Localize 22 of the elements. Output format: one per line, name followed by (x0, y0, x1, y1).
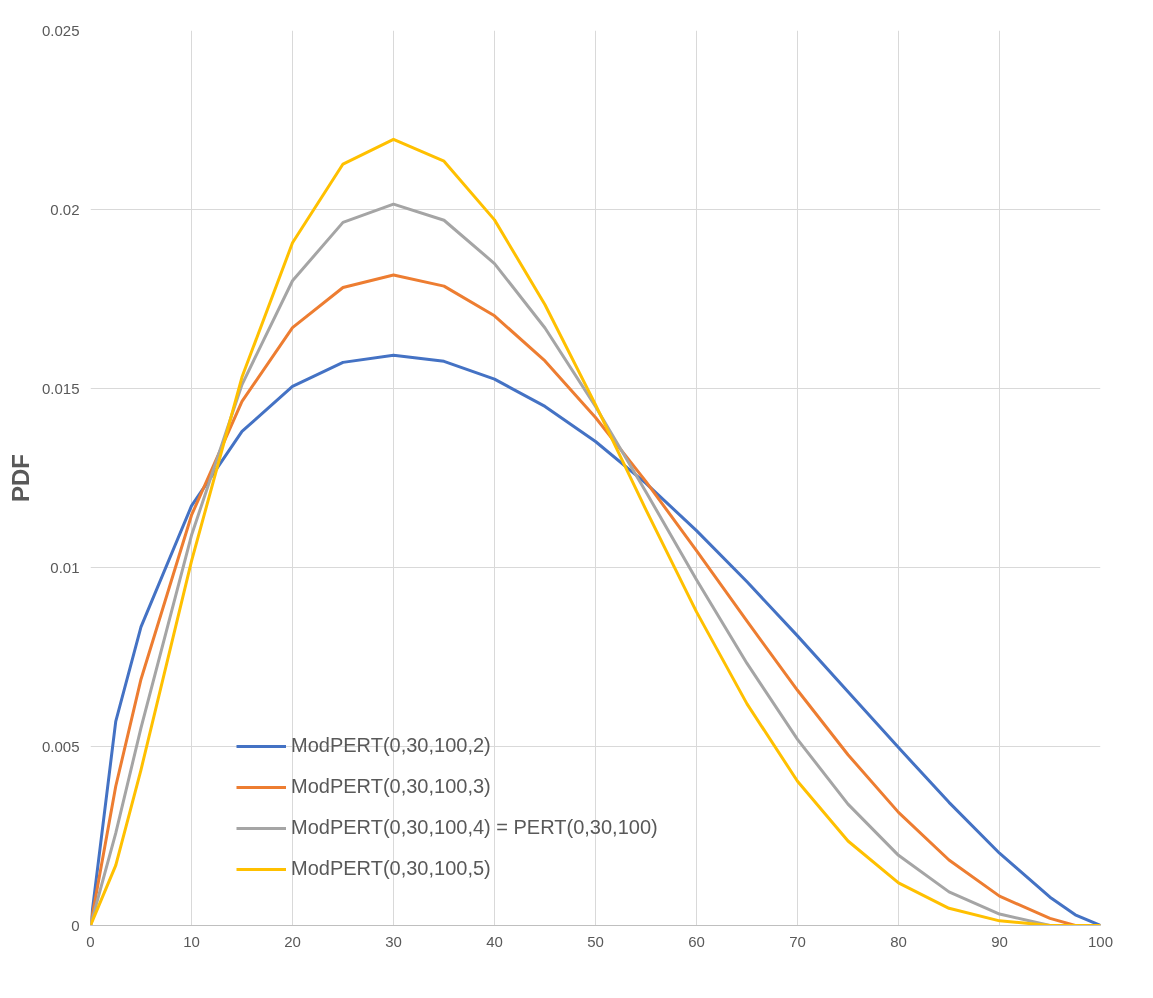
y-axis-title: PDF (6, 454, 34, 502)
y-tick-label: 0.01 (50, 558, 80, 576)
x-tick-label: 70 (789, 932, 806, 950)
legend-label: ModPERT(0,30,100,2) (291, 734, 491, 757)
x-tick-label: 90 (991, 932, 1008, 950)
y-tick-label: 0.015 (41, 379, 80, 397)
y-tick-label: 0.005 (41, 737, 80, 755)
x-tick-label: 30 (385, 932, 402, 950)
x-tick-label: 60 (688, 932, 705, 950)
x-tick-label: 50 (587, 932, 604, 950)
y-tick-label: 0 (71, 916, 80, 934)
y-tick-label: 0.025 (41, 21, 80, 39)
x-tick-label: 100 (1087, 932, 1114, 950)
y-tick-label: 0.02 (50, 200, 80, 218)
x-tick-label: 0 (86, 932, 95, 950)
x-tick-label: 10 (183, 932, 200, 950)
x-tick-label: 80 (890, 932, 907, 950)
legend-label: ModPERT(0,30,100,3) (291, 775, 491, 798)
legend-label: ModPERT(0,30,100,4) = PERT(0,30,100) (291, 816, 658, 839)
legend-label: ModPERT(0,30,100,5) (291, 857, 491, 880)
x-tick-label: 20 (284, 932, 301, 950)
x-tick-label: 40 (486, 932, 503, 950)
